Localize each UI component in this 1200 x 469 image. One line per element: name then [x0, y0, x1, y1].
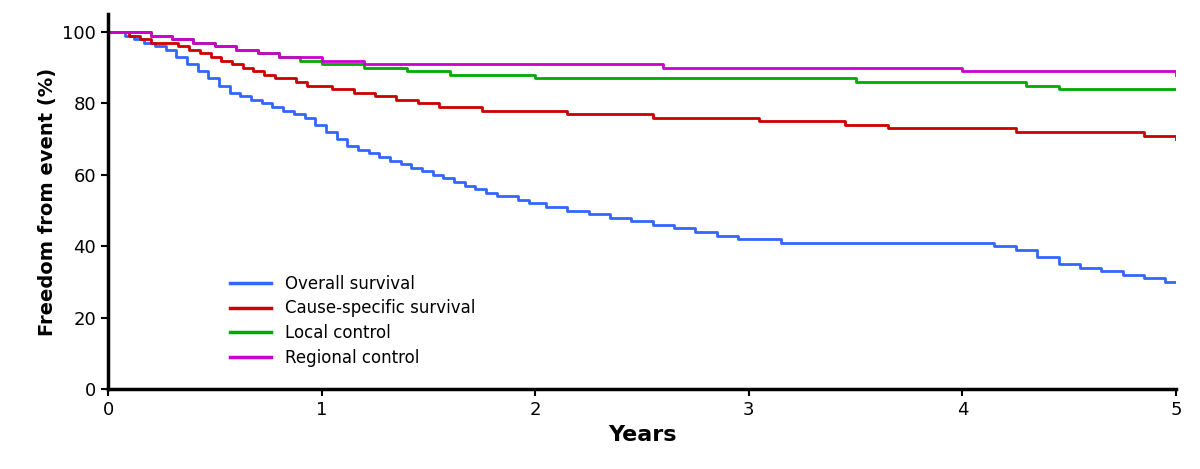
Y-axis label: Freedom from event (%): Freedom from event (%) [37, 68, 56, 336]
X-axis label: Years: Years [607, 424, 677, 445]
Legend: Overall survival, Cause-specific survival, Local control, Regional control: Overall survival, Cause-specific surviva… [223, 268, 482, 373]
